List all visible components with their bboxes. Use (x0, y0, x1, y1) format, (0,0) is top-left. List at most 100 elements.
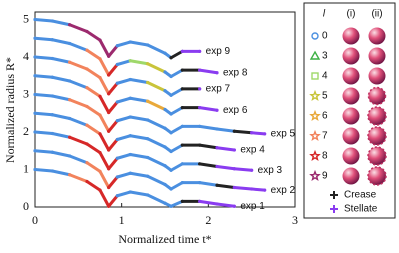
plot-frame (34, 11, 296, 208)
y-axis-label: Normalized radius R* (3, 57, 17, 163)
series-label: exp 7 (206, 84, 231, 95)
data-point (33, 17, 37, 22)
legend-label: 7 (322, 131, 328, 142)
data-point (85, 161, 89, 165)
data-point (115, 175, 119, 179)
y-tick-label: 3 (23, 86, 29, 100)
curve-segment (215, 202, 236, 208)
legend-marker (330, 191, 338, 199)
data-point (180, 143, 184, 147)
legend-header: (ii) (371, 9, 382, 20)
curve-segment (115, 78, 132, 85)
shape-image (342, 147, 360, 165)
data-point (250, 187, 254, 191)
data-point (68, 23, 72, 27)
data-point (85, 29, 89, 34)
data-point (107, 73, 111, 77)
curve-segment (68, 23, 89, 33)
data-point (180, 124, 184, 128)
data-point (180, 181, 184, 185)
data-point (98, 94, 102, 98)
data-point (146, 43, 150, 47)
data-point (180, 162, 184, 166)
legend-label: 4 (322, 71, 328, 82)
data-point (169, 204, 173, 208)
curve-segment (98, 57, 111, 77)
y-tick-label: 2 (23, 124, 29, 138)
curve-segment (68, 79, 89, 90)
data-point (107, 204, 111, 208)
data-point (146, 193, 150, 197)
curve-segment (115, 190, 132, 198)
legend-marker (309, 109, 321, 121)
shape-image (368, 47, 386, 65)
legend-marker (309, 149, 321, 161)
data-point (85, 48, 89, 52)
curve-segment (115, 96, 132, 104)
curve-segment (50, 132, 72, 139)
data-point (115, 137, 119, 142)
curve-segment (169, 143, 184, 153)
data-point (98, 113, 102, 117)
data-point (85, 104, 89, 109)
series-label: exp 3 (258, 165, 283, 176)
data-point (180, 49, 184, 53)
data-point (98, 57, 102, 61)
data-point (128, 152, 132, 157)
curve-segment (85, 161, 102, 173)
data-point (128, 134, 132, 138)
curve-segment (33, 149, 54, 154)
data-point (232, 148, 236, 152)
curve-segment (146, 43, 167, 55)
series-label: exp 2 (271, 185, 296, 196)
data-point (98, 38, 102, 42)
legend-marker (309, 129, 321, 141)
curve-segment (98, 94, 111, 114)
data-point (33, 74, 37, 78)
curve-segment (85, 86, 102, 98)
series-label: exp 1 (240, 201, 265, 212)
legend-marker (309, 50, 321, 60)
curve-segment (115, 40, 132, 48)
curve-segment (146, 137, 167, 149)
curve-segment (98, 188, 111, 208)
curve-segment (85, 48, 102, 61)
legend-label: Crease (344, 190, 377, 201)
data-point (146, 80, 150, 85)
data-point (98, 169, 102, 173)
data-point (107, 185, 111, 190)
data-point (33, 149, 37, 153)
data-point (128, 59, 132, 63)
curve-segment (115, 115, 132, 123)
curve-segment (107, 81, 119, 96)
data-point (107, 129, 111, 133)
data-point (250, 168, 254, 172)
curve-segment (169, 199, 184, 208)
curve-segment (85, 67, 102, 80)
data-point (215, 127, 219, 131)
curve-segment (85, 180, 102, 192)
data-point (107, 148, 111, 152)
shape-image (342, 87, 360, 105)
data-point (163, 126, 167, 130)
x-tick-label: 3 (292, 213, 298, 227)
curve-segment (50, 94, 72, 102)
series-label: exp 6 (223, 105, 248, 116)
curve-segment (215, 183, 236, 189)
curve-segment (107, 44, 119, 58)
curve-segment (128, 40, 150, 47)
data-point (169, 56, 173, 60)
data-point (232, 185, 236, 190)
curve-segment (146, 193, 167, 205)
data-point (163, 89, 167, 93)
shape-image (368, 27, 386, 45)
curve-segment (169, 49, 184, 60)
curve-segment (169, 106, 184, 116)
curve-segment (50, 57, 72, 64)
x-tick-label: 1 (119, 213, 125, 227)
legend-label: 5 (322, 91, 328, 102)
data-point (163, 51, 167, 55)
data-point (169, 112, 173, 116)
curve-segment (107, 194, 119, 208)
data-point (263, 188, 267, 192)
